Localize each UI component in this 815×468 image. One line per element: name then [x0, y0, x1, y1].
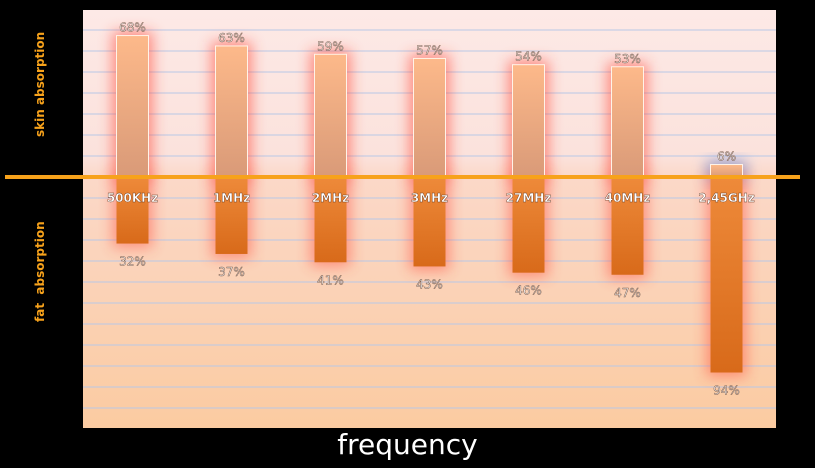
fat-value-label: 47% [614, 286, 641, 300]
fat-value-label: 41% [317, 273, 344, 287]
skin-value-label: 54% [515, 50, 542, 64]
skin-value-label: 6% [717, 150, 736, 164]
skin-value-label: 57% [416, 43, 443, 57]
y-axis-label-bottom: fat absorption [33, 221, 47, 322]
fat-bar-3MHz [413, 177, 446, 267]
skin-bar-27MHz [512, 64, 545, 178]
category-label: 500KHz [107, 191, 158, 205]
fat-bar-40MHz [611, 177, 644, 275]
skin-value-label: 63% [218, 31, 245, 45]
category-label: 3MHz [411, 191, 448, 205]
category-label: 27MHz [506, 191, 552, 205]
fat-value-label: 43% [416, 277, 443, 291]
skin-bar-500KHz [116, 35, 149, 178]
fat-value-label: 46% [515, 284, 542, 298]
skin-bar-40MHz [611, 66, 644, 178]
skin-bar-2MHz [314, 53, 347, 178]
fat-value-label: 94% [713, 384, 740, 398]
category-label: 2,45GHz [698, 191, 755, 205]
y-axis-label-top: skin absorption [33, 31, 47, 137]
category-label: 1MHz [213, 191, 250, 205]
fat-value-label: 37% [218, 265, 245, 279]
skin-bar-1MHz [215, 45, 248, 178]
category-label: 2MHz [312, 191, 349, 205]
skin-value-label: 59% [317, 39, 344, 53]
fat-bar-27MHz [512, 177, 545, 273]
skin-value-label: 53% [614, 52, 641, 66]
bars [116, 35, 743, 373]
fat-value-label: 32% [119, 255, 146, 269]
fat-bar-1MHz [215, 177, 248, 254]
value-labels: 68% 32% 63% 37% 59% 41% 57% 43% 54% 46% 53% 47% 6% 94… [119, 20, 740, 398]
x-axis-label: frequency [337, 428, 478, 461]
fat-bar-2MHz [314, 177, 347, 263]
fat-bar-500KHz [116, 177, 149, 244]
category-label: 40MHz [605, 191, 651, 205]
category-labels: 500KHz 1MHz 2MHz 3MHz 27MHz 40MHz 2,45GHz [107, 191, 755, 205]
skin-value-label: 68% [119, 21, 146, 35]
fat-bar-2,45GHz [710, 177, 743, 373]
skin-bar-3MHz [413, 57, 446, 178]
